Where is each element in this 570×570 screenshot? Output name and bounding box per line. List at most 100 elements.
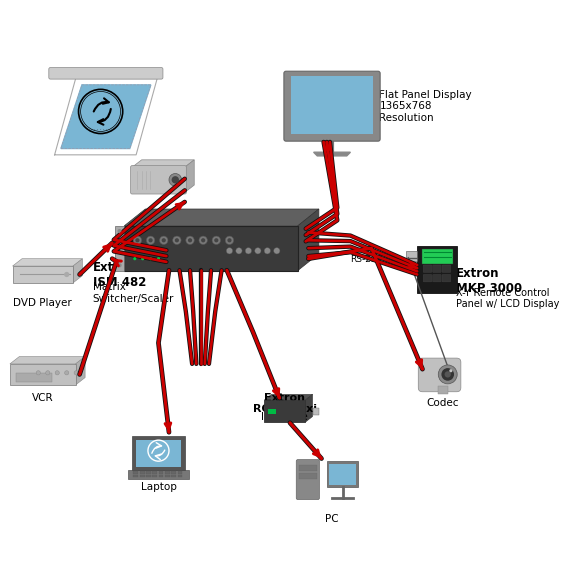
FancyBboxPatch shape xyxy=(152,475,157,477)
FancyBboxPatch shape xyxy=(438,386,447,394)
FancyBboxPatch shape xyxy=(433,265,441,272)
Circle shape xyxy=(172,176,179,184)
Text: DVD Player: DVD Player xyxy=(13,298,72,308)
Circle shape xyxy=(441,368,454,381)
Polygon shape xyxy=(264,394,312,400)
FancyBboxPatch shape xyxy=(299,465,317,471)
FancyBboxPatch shape xyxy=(417,246,457,293)
Circle shape xyxy=(264,247,271,254)
FancyBboxPatch shape xyxy=(424,265,431,272)
FancyBboxPatch shape xyxy=(291,76,373,134)
Text: VCR: VCR xyxy=(32,393,54,403)
Circle shape xyxy=(117,263,121,267)
Circle shape xyxy=(449,369,453,372)
Circle shape xyxy=(445,371,451,377)
FancyBboxPatch shape xyxy=(418,358,461,392)
Polygon shape xyxy=(73,259,83,283)
Circle shape xyxy=(245,247,251,254)
Circle shape xyxy=(146,236,155,245)
Text: Extron
MKP 3000: Extron MKP 3000 xyxy=(455,267,522,295)
Polygon shape xyxy=(305,394,312,422)
Circle shape xyxy=(438,365,457,384)
FancyBboxPatch shape xyxy=(296,459,319,499)
Circle shape xyxy=(175,238,179,242)
FancyBboxPatch shape xyxy=(433,275,441,282)
Text: Laptop: Laptop xyxy=(141,482,176,492)
FancyBboxPatch shape xyxy=(131,166,186,194)
Circle shape xyxy=(162,238,166,242)
Polygon shape xyxy=(10,356,85,364)
FancyBboxPatch shape xyxy=(133,475,138,477)
FancyBboxPatch shape xyxy=(165,475,170,477)
FancyBboxPatch shape xyxy=(299,473,317,479)
FancyBboxPatch shape xyxy=(152,471,157,474)
FancyBboxPatch shape xyxy=(312,408,319,415)
Text: Extron
RGB 109xi: Extron RGB 109xi xyxy=(253,393,317,414)
FancyBboxPatch shape xyxy=(406,251,417,261)
Text: RS-232: RS-232 xyxy=(350,255,382,264)
FancyBboxPatch shape xyxy=(442,275,451,282)
FancyBboxPatch shape xyxy=(172,471,176,474)
FancyBboxPatch shape xyxy=(284,71,380,141)
FancyBboxPatch shape xyxy=(165,471,170,474)
FancyBboxPatch shape xyxy=(442,265,451,272)
Text: Flat Panel Display
1365x768
Resolution: Flat Panel Display 1365x768 Resolution xyxy=(380,89,472,123)
Circle shape xyxy=(225,236,234,245)
Circle shape xyxy=(160,236,168,245)
FancyBboxPatch shape xyxy=(115,226,124,271)
FancyBboxPatch shape xyxy=(146,475,151,477)
Circle shape xyxy=(133,236,141,245)
Circle shape xyxy=(169,173,182,186)
Circle shape xyxy=(135,238,140,242)
Circle shape xyxy=(214,238,218,242)
Circle shape xyxy=(227,238,231,242)
FancyBboxPatch shape xyxy=(140,471,145,474)
FancyBboxPatch shape xyxy=(178,471,182,474)
Text: · · · · · · · · ·: · · · · · · · · · xyxy=(88,127,113,132)
FancyBboxPatch shape xyxy=(424,275,431,282)
Circle shape xyxy=(274,247,280,254)
FancyBboxPatch shape xyxy=(140,475,145,477)
Text: Projector
1024x768
Resolution: Projector 1024x768 Resolution xyxy=(121,230,175,263)
Text: Interface: Interface xyxy=(261,412,308,422)
Polygon shape xyxy=(132,160,194,167)
Text: Matrix
Switcher/Scaler: Matrix Switcher/Scaler xyxy=(93,282,174,304)
Circle shape xyxy=(55,370,59,375)
FancyBboxPatch shape xyxy=(268,409,276,414)
Polygon shape xyxy=(185,160,194,193)
Circle shape xyxy=(255,247,261,254)
Text: X-Y Remote Control
Panel w/ LCD Display: X-Y Remote Control Panel w/ LCD Display xyxy=(455,288,559,310)
Circle shape xyxy=(36,370,40,375)
Circle shape xyxy=(141,257,144,260)
FancyBboxPatch shape xyxy=(133,471,138,474)
FancyBboxPatch shape xyxy=(158,475,164,477)
FancyBboxPatch shape xyxy=(146,471,151,474)
Circle shape xyxy=(64,370,69,375)
Text: Codec: Codec xyxy=(426,398,459,408)
Circle shape xyxy=(186,236,194,245)
FancyBboxPatch shape xyxy=(264,400,305,422)
Circle shape xyxy=(173,236,181,245)
Circle shape xyxy=(157,257,160,260)
Polygon shape xyxy=(76,356,85,385)
FancyBboxPatch shape xyxy=(124,226,298,271)
Circle shape xyxy=(46,370,50,375)
FancyBboxPatch shape xyxy=(136,440,181,467)
FancyBboxPatch shape xyxy=(128,470,189,479)
Polygon shape xyxy=(55,79,157,155)
Circle shape xyxy=(226,247,233,254)
FancyBboxPatch shape xyxy=(16,373,52,382)
Polygon shape xyxy=(61,85,151,149)
FancyBboxPatch shape xyxy=(132,436,185,470)
Circle shape xyxy=(188,238,192,242)
Polygon shape xyxy=(13,259,83,266)
FancyBboxPatch shape xyxy=(422,249,453,264)
FancyBboxPatch shape xyxy=(327,461,359,487)
Circle shape xyxy=(74,370,78,375)
FancyBboxPatch shape xyxy=(329,464,356,485)
Text: PC: PC xyxy=(325,514,339,524)
FancyBboxPatch shape xyxy=(13,266,73,283)
Polygon shape xyxy=(298,209,319,271)
FancyBboxPatch shape xyxy=(172,475,176,477)
Circle shape xyxy=(133,257,136,260)
